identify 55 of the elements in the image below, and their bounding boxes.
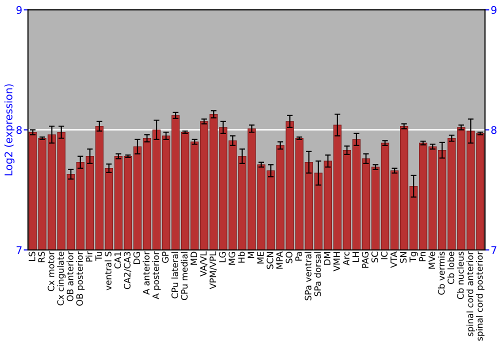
x-tick-label: M xyxy=(248,252,254,258)
x-tick-label: Pa xyxy=(295,252,302,261)
x-tick-label: Tu xyxy=(95,252,102,261)
x-tick-label: Cb vermis xyxy=(438,252,445,295)
x-tick-label: VMH xyxy=(333,252,340,272)
x-tick-label: spinal cord posterior xyxy=(476,251,484,341)
y-tick-label: 8 xyxy=(16,126,22,134)
x-tick-label: Arc xyxy=(342,252,350,266)
x-tick-label: RS xyxy=(38,252,45,262)
x-tick-label: OB anterior xyxy=(66,251,74,302)
x-tick-label: GP xyxy=(162,252,169,263)
x-tick-label: PAG xyxy=(362,252,369,268)
x-tick-label: OB posterior xyxy=(76,251,85,306)
x-tick-label: Pir xyxy=(86,251,92,262)
x-tick-label: LG xyxy=(219,252,226,262)
x-tick-label: Hb xyxy=(238,252,245,263)
x-tick-label: Cb lobe xyxy=(447,252,454,284)
x-tick-label: CA2/CA3 xyxy=(124,252,132,290)
x-tick-label: MPA xyxy=(276,251,283,269)
x-tick-label: MG xyxy=(228,252,236,265)
y2-tick-label: 8 xyxy=(491,126,496,134)
x-tick-label: CA1 xyxy=(114,252,121,268)
x-tick-label: spinal cord anterior xyxy=(466,251,475,336)
y2-tick-label: 7 xyxy=(491,246,496,254)
x-tick-label: DM xyxy=(324,252,330,265)
x-tick-label: A anterior xyxy=(142,251,150,295)
x-tick-label: Pn xyxy=(419,252,426,262)
x-tick-label: SN xyxy=(400,252,407,263)
x-tick-label: A posterior xyxy=(152,251,161,300)
x-tick-label: Tg xyxy=(410,252,418,262)
x-tick-label: CPu medial xyxy=(180,252,188,300)
x-tick-label: Cx motor xyxy=(48,251,54,292)
y-tick-label: 7 xyxy=(16,246,22,254)
x-tick-label: SCN xyxy=(266,252,274,269)
x-tick-label: MVe xyxy=(428,252,436,269)
x-tick-label: ventral S xyxy=(104,252,112,290)
x-tick-label: Cb nucleus xyxy=(456,252,464,300)
x-tick-label: CPu lateral xyxy=(171,252,178,298)
x-tick-label: SPa ventral xyxy=(304,252,312,300)
x-tick-label: DG xyxy=(133,252,140,264)
x-tick-label: VA/VL xyxy=(200,251,208,276)
y-axis-title: Log2 (expression) xyxy=(4,84,14,176)
x-tick-label: SC xyxy=(371,252,378,262)
x-tick-label: Cx cingulate xyxy=(57,252,66,306)
x-tick-label: IC xyxy=(380,252,388,260)
x-tick-label: VPM/VPL xyxy=(210,251,217,290)
x-tick-label: SPa dorsal xyxy=(314,252,321,296)
x-tick-label: MD xyxy=(190,252,198,265)
x-tick-label: VTA xyxy=(390,251,397,268)
y2-tick-label: 9 xyxy=(491,6,496,14)
y-tick-label: 9 xyxy=(16,6,22,14)
x-tick-label: LS xyxy=(28,252,36,261)
x-tick-label: ME xyxy=(257,252,264,264)
x-tick-label: LH xyxy=(352,252,359,262)
x-tick-label: SO xyxy=(286,252,292,264)
